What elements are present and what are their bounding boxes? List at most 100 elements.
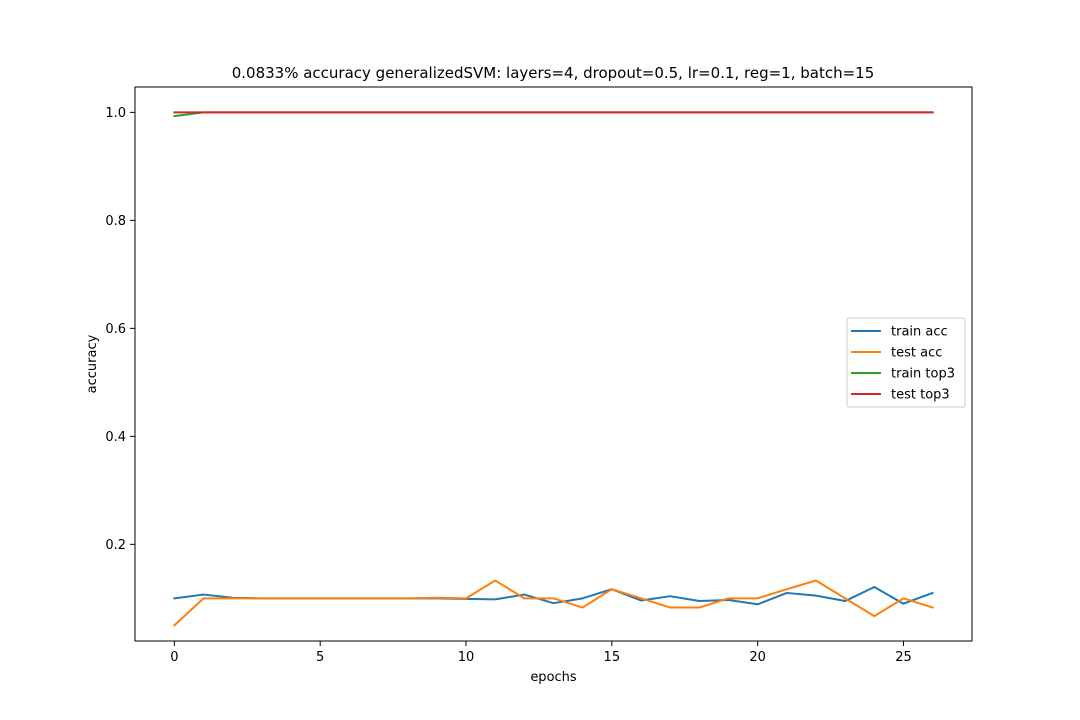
data-point bbox=[902, 603, 904, 605]
data-point bbox=[319, 111, 321, 113]
data-point bbox=[348, 597, 350, 599]
x-tick-label: 10 bbox=[458, 650, 475, 665]
data-point bbox=[640, 597, 642, 599]
legend: train acc test acc train top3 test top3 bbox=[846, 317, 966, 408]
data-point bbox=[669, 111, 671, 113]
data-point bbox=[319, 597, 321, 599]
data-point bbox=[611, 111, 613, 113]
x-tick-label: 5 bbox=[316, 650, 324, 665]
chart-title: 0.0833% accuracy generalizedSVM: layers=… bbox=[232, 64, 875, 82]
data-point bbox=[698, 606, 700, 608]
y-axis-label: accuracy bbox=[85, 334, 100, 393]
data-point bbox=[931, 592, 933, 594]
data-point bbox=[873, 586, 875, 588]
data-point bbox=[202, 111, 204, 113]
series-test-acc bbox=[172, 579, 934, 627]
data-point bbox=[261, 597, 263, 599]
data-point bbox=[611, 588, 613, 590]
data-point bbox=[756, 603, 758, 605]
data-point bbox=[261, 111, 263, 113]
data-point bbox=[581, 597, 583, 599]
data-point bbox=[465, 111, 467, 113]
legend-box bbox=[846, 317, 966, 408]
data-point bbox=[173, 115, 175, 117]
data-point bbox=[494, 579, 496, 581]
data-point bbox=[669, 595, 671, 597]
legend-label: train top3 bbox=[891, 367, 955, 382]
data-point bbox=[523, 593, 525, 595]
y-tick-label: 0.4 bbox=[105, 430, 126, 445]
x-tick-label: 25 bbox=[895, 650, 912, 665]
y-tick-label: 0.8 bbox=[105, 214, 126, 229]
x-tick-label: 20 bbox=[749, 650, 766, 665]
data-point bbox=[727, 111, 729, 113]
data-point bbox=[406, 597, 408, 599]
data-point bbox=[494, 111, 496, 113]
data-point bbox=[698, 600, 700, 602]
data-point bbox=[844, 111, 846, 113]
data-point bbox=[902, 111, 904, 113]
data-point bbox=[931, 111, 933, 113]
axes-frame bbox=[134, 86, 973, 642]
data-point bbox=[290, 111, 292, 113]
data-point bbox=[815, 594, 817, 596]
data-point bbox=[581, 111, 583, 113]
data-point bbox=[290, 597, 292, 599]
plot-area bbox=[172, 111, 934, 627]
series-test-top3 bbox=[173, 111, 934, 114]
data-point bbox=[727, 597, 729, 599]
data-point bbox=[931, 606, 933, 608]
data-point bbox=[815, 111, 817, 113]
data-point bbox=[552, 597, 554, 599]
data-point bbox=[552, 111, 554, 113]
data-point bbox=[698, 111, 700, 113]
data-point bbox=[669, 606, 671, 608]
data-point bbox=[756, 597, 758, 599]
data-point bbox=[640, 111, 642, 113]
data-point bbox=[494, 598, 496, 600]
data-point bbox=[232, 111, 234, 113]
data-point bbox=[523, 597, 525, 599]
data-point bbox=[873, 111, 875, 113]
data-point bbox=[786, 111, 788, 113]
data-point bbox=[173, 597, 175, 599]
x-axis-label: epochs bbox=[530, 670, 577, 685]
data-point bbox=[756, 111, 758, 113]
data-point bbox=[844, 600, 846, 602]
data-point bbox=[406, 111, 408, 113]
series-train-acc bbox=[173, 586, 934, 606]
data-point bbox=[436, 111, 438, 113]
y-tick-label: 1.0 bbox=[105, 106, 126, 121]
legend-label: test top3 bbox=[891, 388, 950, 403]
x-tick-label: 0 bbox=[170, 650, 178, 665]
y-axis: 0.2 0.4 0.6 0.8 1.0 bbox=[105, 106, 135, 553]
data-point bbox=[523, 111, 525, 113]
data-point bbox=[786, 592, 788, 594]
data-point bbox=[377, 111, 379, 113]
data-point bbox=[377, 597, 379, 599]
data-point bbox=[202, 593, 204, 595]
data-point bbox=[348, 111, 350, 113]
legend-label: test acc bbox=[891, 346, 942, 361]
data-point bbox=[232, 597, 234, 599]
data-point bbox=[436, 597, 438, 599]
data-point bbox=[902, 597, 904, 599]
data-point bbox=[465, 597, 467, 599]
x-tick-label: 15 bbox=[604, 650, 621, 665]
legend-label: train acc bbox=[891, 325, 948, 340]
data-point bbox=[202, 597, 204, 599]
data-point bbox=[581, 606, 583, 608]
x-axis: 0 5 10 15 20 25 bbox=[170, 641, 912, 665]
data-point bbox=[786, 588, 788, 590]
data-point bbox=[873, 615, 875, 617]
data-point bbox=[552, 602, 554, 604]
y-tick-label: 0.6 bbox=[105, 322, 126, 337]
data-point bbox=[173, 111, 175, 113]
data-point bbox=[815, 579, 817, 581]
series-line bbox=[173, 586, 934, 606]
data-point bbox=[640, 599, 642, 601]
data-point bbox=[173, 624, 175, 626]
data-point bbox=[844, 597, 846, 599]
series-line bbox=[172, 579, 934, 627]
